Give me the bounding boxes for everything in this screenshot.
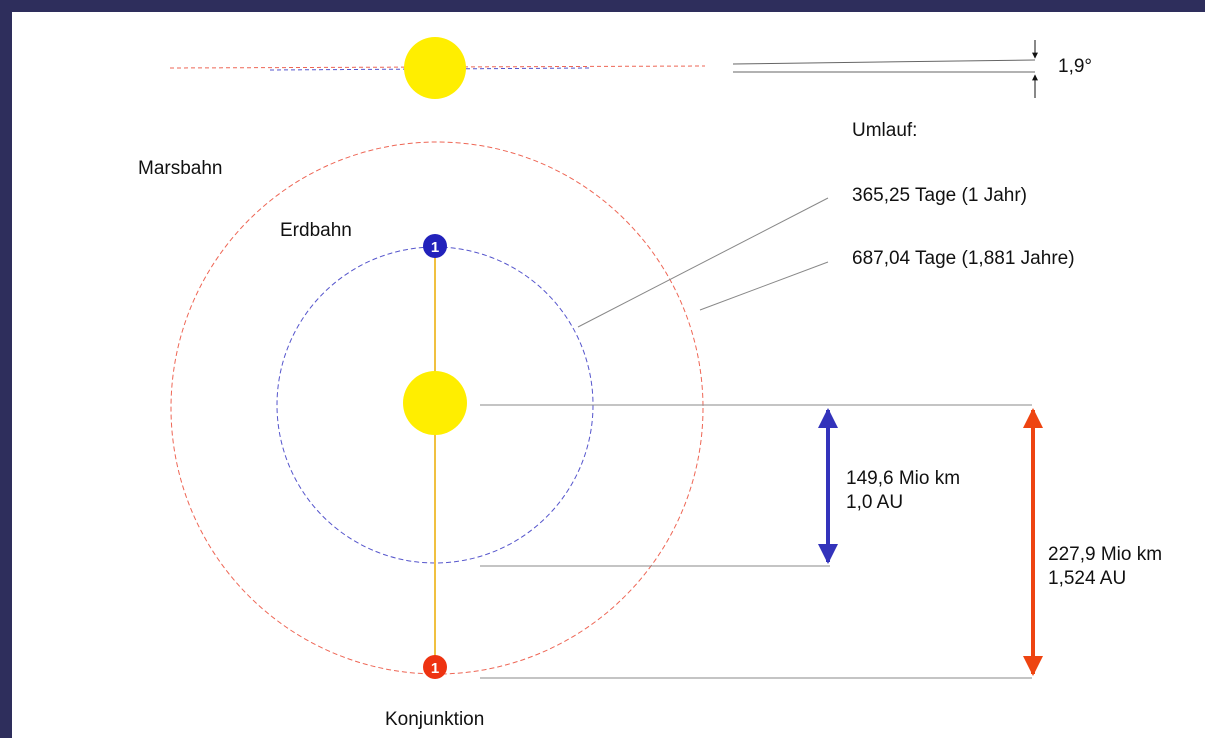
earth-distance-km: 149,6 Mio km	[846, 468, 960, 489]
mars-distance-au: 1,524 AU	[1048, 568, 1126, 589]
sun-side	[404, 37, 466, 99]
earth-distance-au: 1,0 AU	[846, 492, 903, 513]
canvas	[12, 12, 1205, 738]
leader-line	[699, 261, 829, 311]
earth-marker-label: 1	[431, 239, 439, 256]
earth-period: 365,25 Tage (1 Jahr)	[852, 185, 1027, 206]
mars-distance-km: 227,9 Mio km	[1048, 544, 1162, 565]
mars-period: 687,04 Tage (1,881 Jahre)	[852, 248, 1075, 269]
mars-marker	[423, 655, 447, 679]
earth-label: Erdbahn	[280, 220, 352, 241]
period-heading: Umlauf:	[852, 120, 917, 141]
conjunction-label: Konjunktion	[385, 709, 484, 730]
mars-label: Marsbahn	[138, 158, 223, 179]
angle-label: 1,9°	[1058, 56, 1092, 77]
angle-line	[732, 59, 1036, 65]
earth-plane	[269, 67, 591, 71]
mars-marker-label: 1	[431, 660, 439, 677]
leader-line	[577, 197, 829, 328]
earth-marker	[423, 234, 447, 258]
sun	[403, 371, 467, 435]
